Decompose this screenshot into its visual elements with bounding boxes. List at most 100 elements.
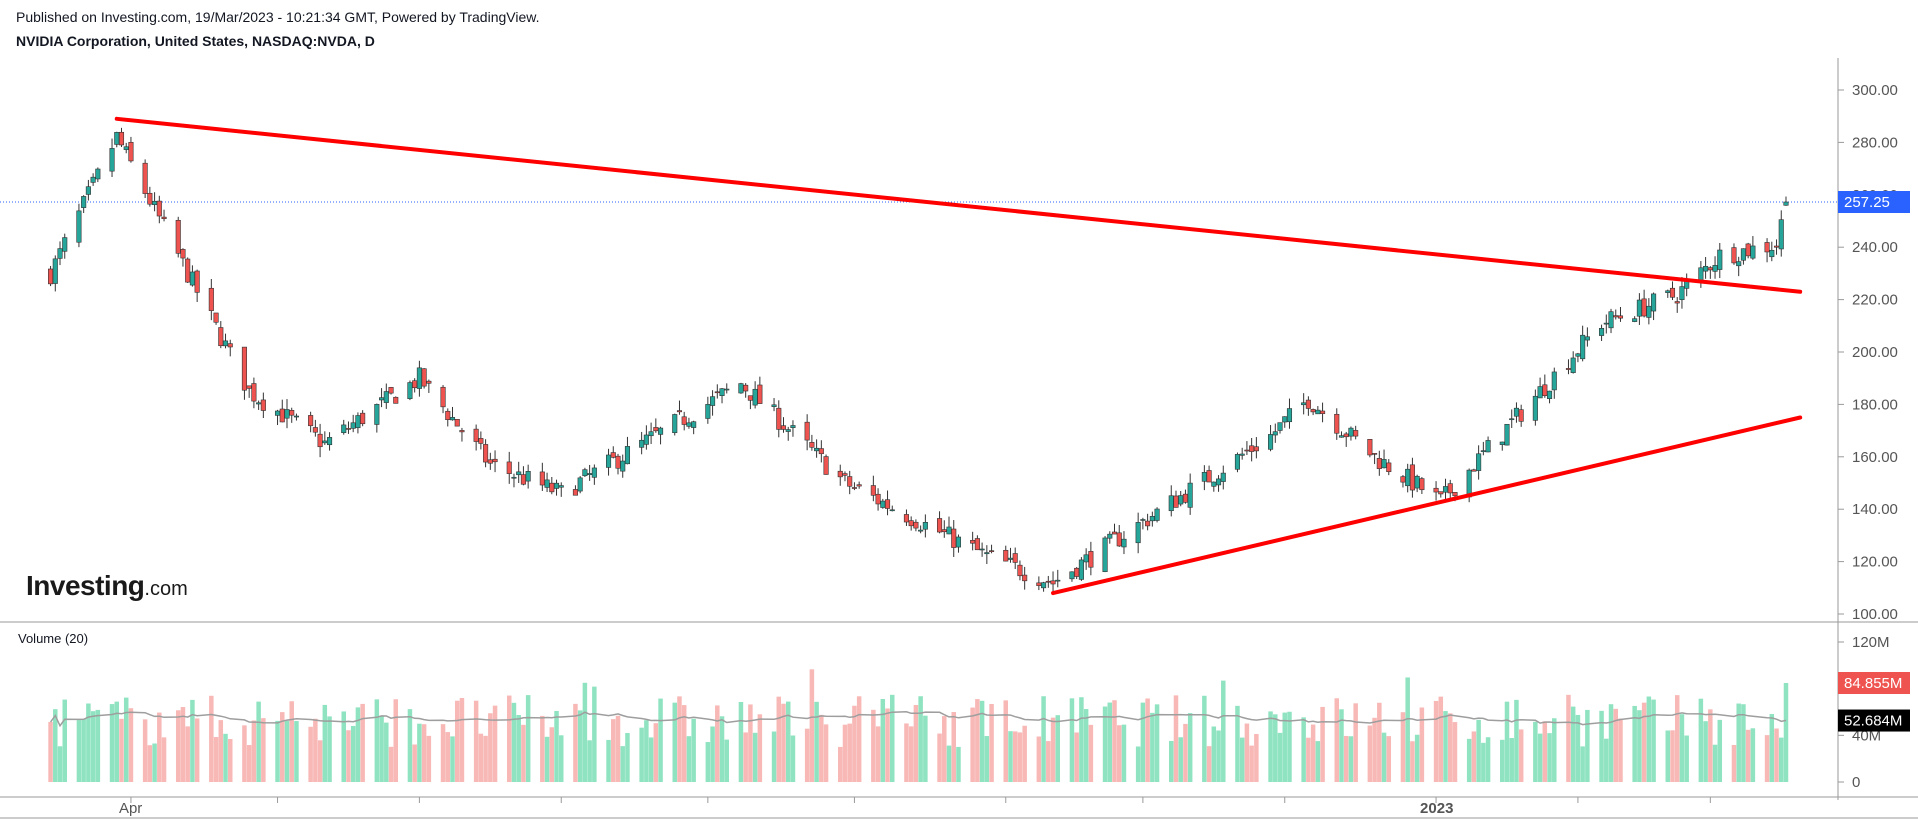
volume-bar — [53, 709, 58, 782]
candle-body — [487, 459, 493, 464]
candle-body — [1608, 311, 1614, 329]
volume-bar — [374, 699, 380, 782]
volume-bar — [251, 720, 257, 782]
volume-bar — [1017, 732, 1023, 782]
candle-body — [587, 473, 593, 475]
volume-bar — [880, 699, 886, 782]
volume-bar — [625, 733, 630, 782]
candle-body — [658, 427, 664, 435]
candle-body — [1736, 261, 1742, 267]
trendline[interactable] — [114, 116, 1803, 294]
candle-body — [506, 461, 512, 474]
candle-body — [1480, 450, 1486, 452]
candle-body — [577, 477, 583, 492]
candle-body — [989, 550, 995, 552]
candle-body — [62, 237, 68, 252]
candle-body — [388, 387, 394, 394]
candle-body — [724, 388, 730, 391]
volume-bar — [76, 720, 82, 782]
volume-bar — [1774, 728, 1779, 782]
volume-bar — [1046, 741, 1051, 782]
candle-body — [1315, 409, 1321, 415]
volume-bar — [1769, 714, 1775, 782]
candle-body — [946, 526, 952, 535]
candle-body — [1301, 402, 1307, 406]
volume-bar — [1249, 745, 1254, 782]
candle-body — [1041, 582, 1047, 589]
candle-body — [114, 132, 120, 145]
volume-bar — [1514, 699, 1519, 782]
candle-body — [440, 386, 446, 408]
volume-bar — [1003, 700, 1008, 782]
volume-bar — [1377, 702, 1382, 782]
volume-bar — [280, 712, 285, 782]
volume-bar — [908, 726, 914, 782]
candle-body — [1636, 299, 1642, 317]
candle-body — [1452, 491, 1458, 497]
volume-bar — [355, 707, 361, 782]
volume-bar — [710, 726, 715, 782]
volume-bar — [875, 726, 881, 782]
volume-bar — [639, 727, 644, 782]
candle-body — [1419, 478, 1425, 491]
candle-body — [520, 474, 526, 485]
trendline[interactable] — [1051, 415, 1803, 596]
candle-body — [1334, 413, 1340, 434]
volume-bar — [1367, 725, 1373, 782]
volume-bar — [1750, 728, 1756, 782]
candle-body — [459, 430, 465, 433]
candle-body — [1712, 265, 1718, 272]
volume-axis-label: 0 — [1852, 774, 1860, 791]
volume-bar — [738, 701, 744, 782]
volume-bar — [1613, 708, 1618, 782]
volume-bar — [823, 724, 829, 782]
volume-bar — [946, 745, 952, 782]
candle-body — [1518, 409, 1524, 422]
price-axis-label: 220.00 — [1852, 292, 1898, 309]
last-price-badge-bg — [1838, 191, 1910, 214]
volume-bar — [1604, 738, 1609, 782]
candle-body — [705, 404, 711, 419]
volume-bar — [719, 716, 725, 782]
volume-bar — [1050, 717, 1056, 782]
candle-body — [856, 484, 862, 487]
volume-bar — [611, 719, 616, 782]
candle-body — [676, 410, 683, 413]
volume-bar — [1684, 735, 1689, 782]
volume-bar — [1717, 719, 1723, 782]
candle-body — [1400, 476, 1406, 483]
candle-body — [1551, 371, 1557, 391]
volume-bar — [1745, 729, 1751, 782]
candle-body — [1088, 551, 1094, 568]
last-volume-badge-bg — [1838, 672, 1910, 695]
candle-body — [1750, 245, 1756, 259]
volume-bar — [852, 705, 857, 782]
volume-bar — [161, 737, 167, 782]
volume-bar — [478, 733, 484, 782]
volume-bar — [1012, 731, 1018, 782]
volume-bar — [450, 736, 455, 782]
price-axis-label: 100.00 — [1852, 606, 1898, 623]
volume-bar — [90, 711, 96, 782]
volume-bar — [1372, 717, 1377, 782]
investing-logo: Investing.com — [26, 570, 188, 602]
volume-bar — [1178, 737, 1183, 782]
volume-bar — [1083, 709, 1089, 782]
time-axis-label: 2023 — [1420, 800, 1453, 817]
candle-body — [1338, 435, 1345, 438]
candle-body — [355, 415, 361, 429]
volume-bar — [1575, 714, 1581, 782]
candle-body — [360, 412, 366, 425]
volume-bar — [1599, 710, 1604, 782]
candle-body — [374, 404, 380, 425]
candle-body — [681, 416, 687, 425]
volume-bar — [691, 718, 696, 782]
candle-body — [1641, 298, 1647, 317]
candle-body — [1504, 423, 1510, 446]
candle-body — [955, 536, 962, 548]
candle-body — [1017, 564, 1023, 577]
volume-bar — [814, 701, 819, 782]
volume-bar — [511, 702, 517, 782]
candle-body — [1599, 328, 1605, 336]
